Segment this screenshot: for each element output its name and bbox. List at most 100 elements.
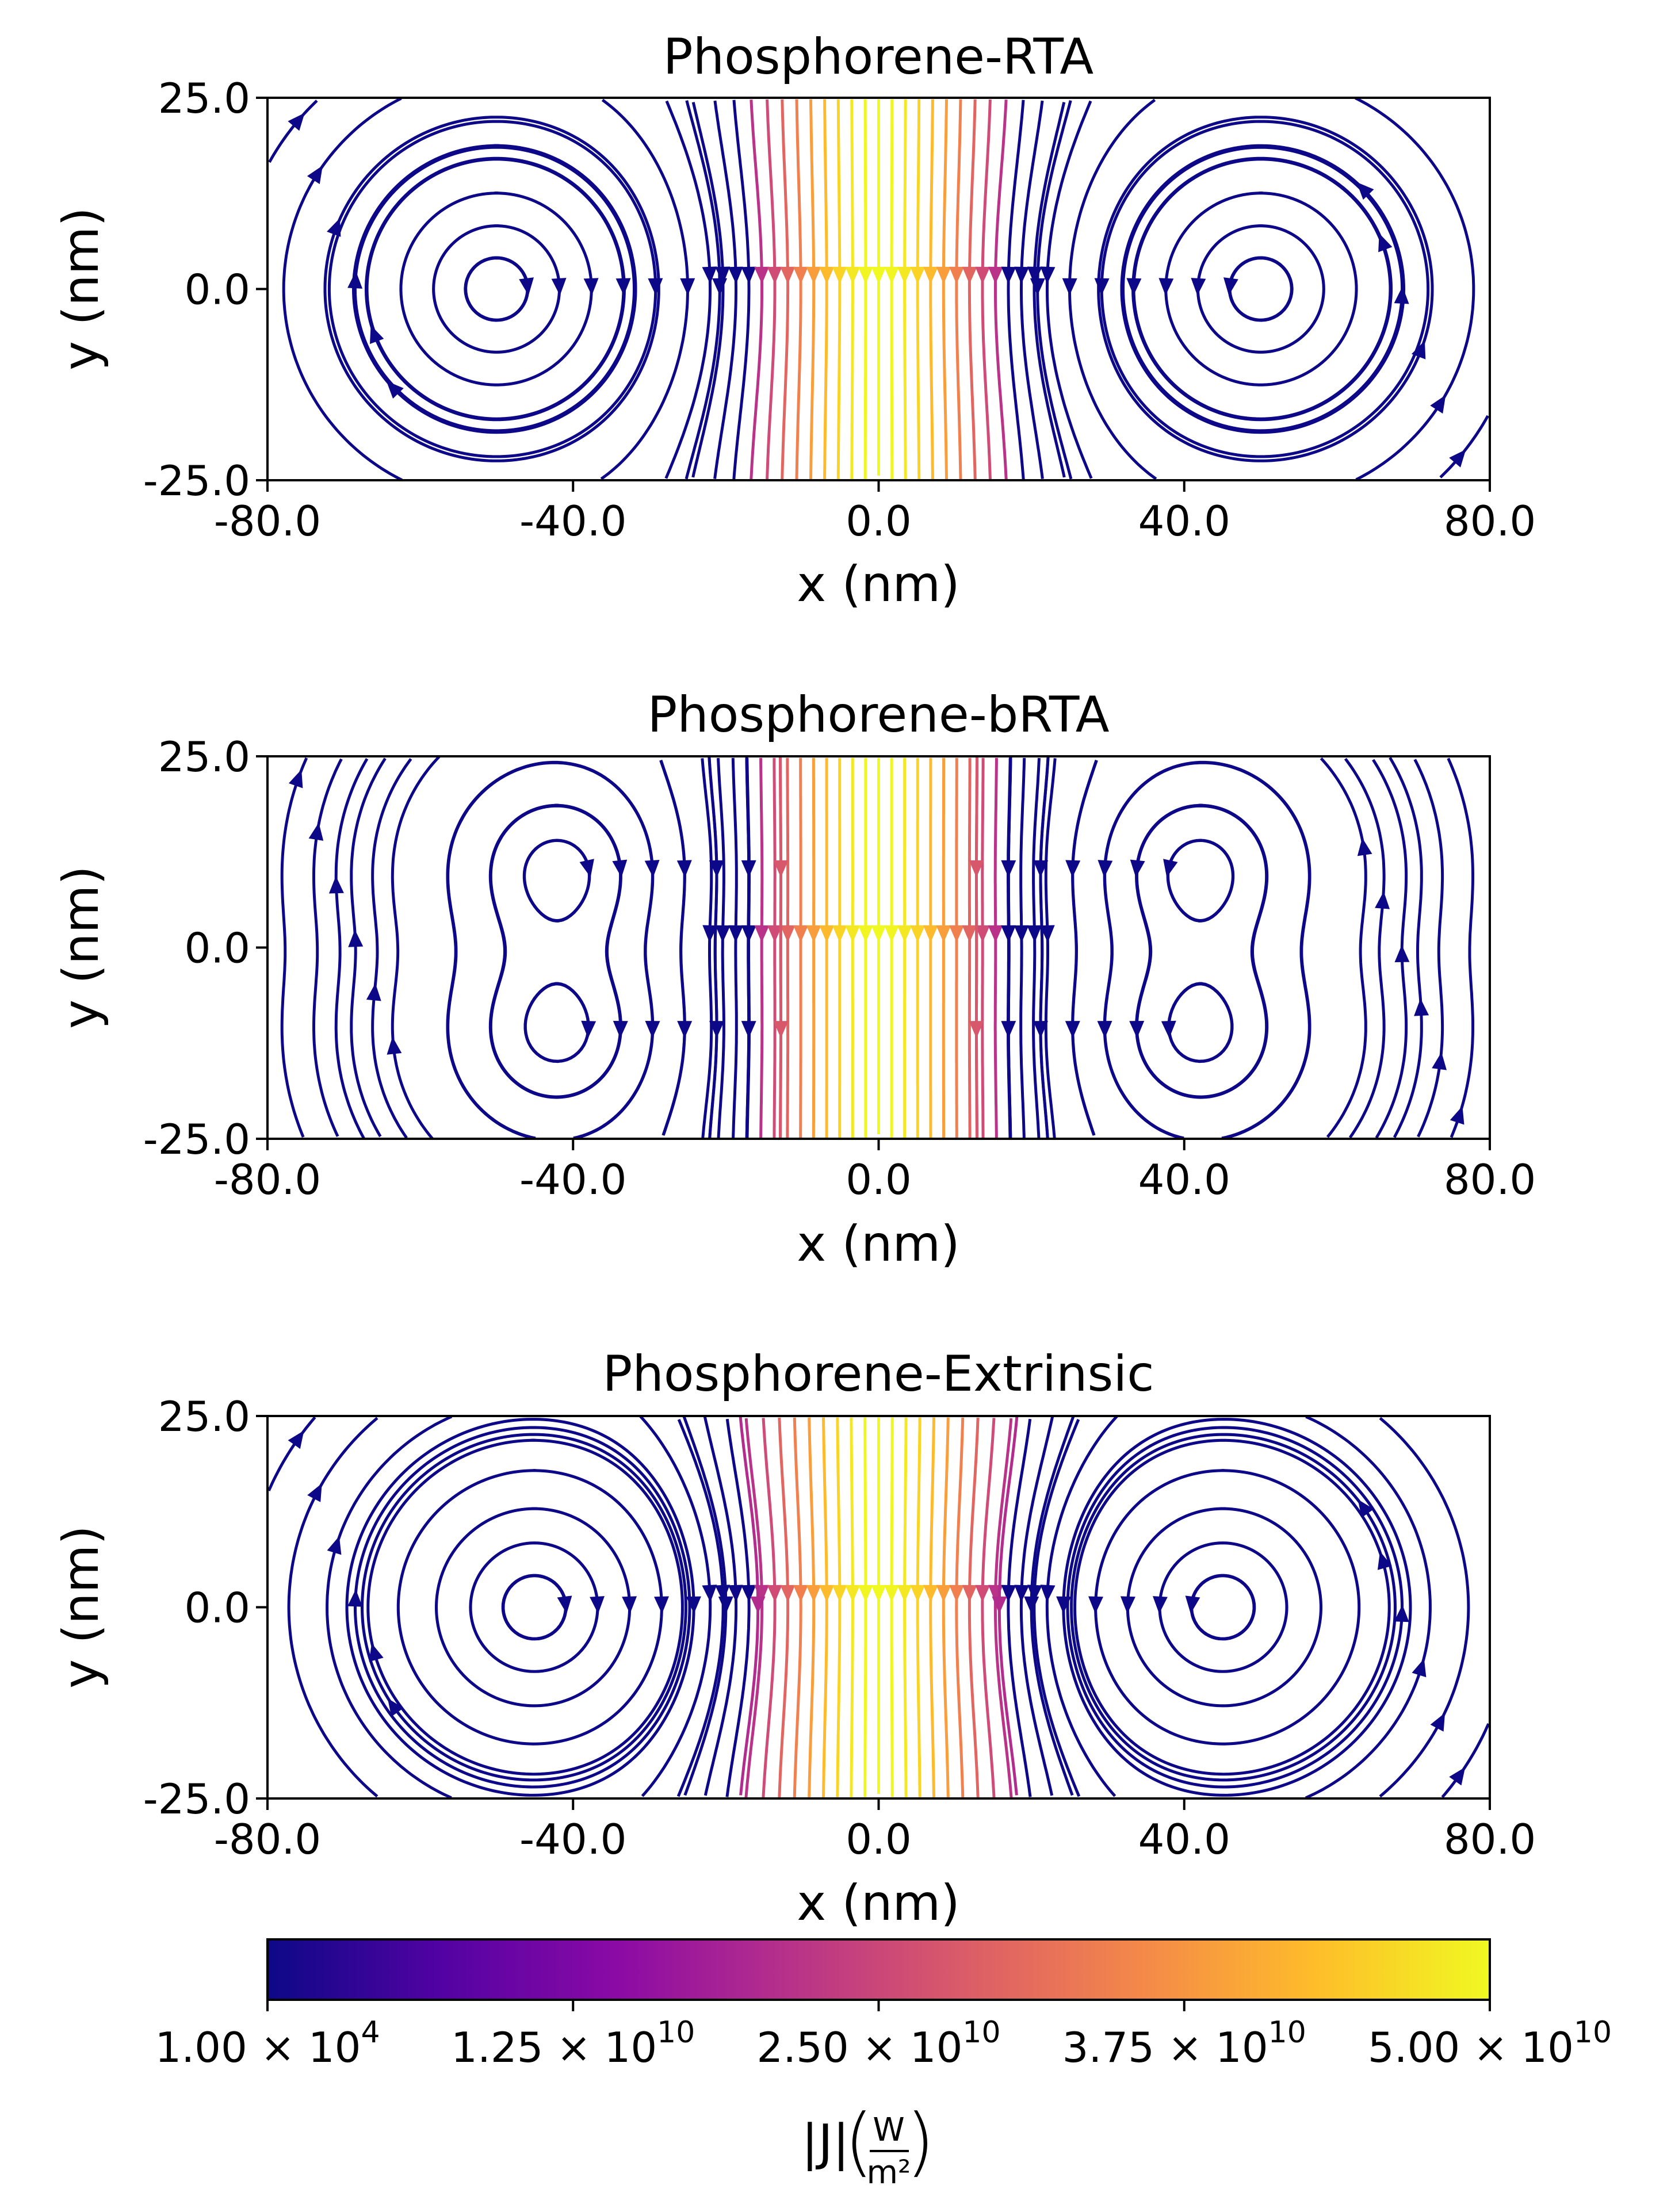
stream-arrow: [741, 1021, 756, 1039]
stream-arrow: [1394, 286, 1409, 304]
streamline: [1344, 757, 1386, 1139]
streamline: [446, 760, 655, 1139]
streamline: [464, 256, 530, 322]
stream-arrow: [819, 1585, 835, 1602]
stream-arrow: [858, 925, 873, 943]
streamline: [365, 158, 625, 420]
ticks-rta: -80.0 -40.0 0.0 40.0 80.0 25.0 0.0 -25.0: [143, 74, 1536, 545]
streamline: [659, 760, 686, 1136]
stream-arrow: [806, 1585, 821, 1602]
stream-arrow: [1014, 925, 1029, 943]
stream-arrow: [1414, 998, 1429, 1016]
stream-arrow: [677, 1021, 693, 1039]
stream-arrow: [845, 266, 861, 284]
streamline: [1007, 757, 1012, 1138]
streamline: [766, 99, 777, 480]
stream-arrow: [1185, 1595, 1200, 1614]
title-brta: Phosphorene-bRTA: [647, 686, 1109, 744]
stream-arrow: [975, 925, 991, 943]
stream-arrow: [288, 113, 305, 131]
xtick-label: -40.0: [519, 497, 626, 545]
colorbar-tick-label: 1.00 × 104: [155, 2015, 380, 2072]
xlabel-rta: x (nm): [797, 556, 960, 613]
streamline: [600, 98, 689, 480]
streamline: [1045, 1416, 1118, 1797]
streamline: [1441, 1723, 1490, 1798]
streamline: [1033, 1419, 1081, 1797]
streamline: [391, 756, 441, 1139]
stream-arrow: [1027, 925, 1042, 943]
streamline: [399, 192, 593, 386]
subplot-brta: Phosphorene-bRTA -80.0 -40.0 0.0 40.0 80.0 25…: [52, 686, 1536, 1273]
streamline: [981, 99, 992, 480]
streamline: [795, 99, 802, 480]
stream-arrow: [1377, 1551, 1392, 1570]
streamline: [371, 758, 412, 1139]
streamline: [745, 757, 751, 1138]
title-rta: Phosphorene-RTA: [663, 28, 1094, 86]
streamline: [334, 758, 369, 1139]
stream-arrow: [1120, 1596, 1135, 1614]
streamline: [1007, 1418, 1032, 1797]
colorbar-label-den: m²: [867, 2154, 911, 2191]
streamline: [981, 1418, 996, 1798]
streamline: [1196, 224, 1325, 354]
stream-arrow: [1040, 266, 1056, 284]
stream-arrow: [1014, 1585, 1030, 1602]
ytick-label: 25.0: [158, 733, 250, 781]
stream-arrow: [1097, 1021, 1112, 1039]
streamline: [1100, 120, 1430, 458]
stream-arrow: [780, 266, 796, 284]
stream-arrow: [793, 925, 808, 943]
stream-arrow: [1430, 1713, 1446, 1732]
streamline: [1126, 1507, 1323, 1708]
stream-arrow: [884, 1585, 900, 1602]
stream-arrow: [728, 925, 744, 943]
streamline: [731, 757, 738, 1139]
stream-arrow: [307, 1483, 322, 1502]
streamline: [1447, 757, 1474, 1138]
stream-arrow: [949, 1585, 965, 1602]
stream-arrow: [923, 1585, 938, 1602]
stream-arrow: [519, 277, 534, 296]
stream-arrow: [1412, 1658, 1427, 1678]
streamline: [836, 1417, 842, 1798]
stream-arrow: [1014, 266, 1030, 284]
streamline: [1167, 982, 1234, 1063]
streamline: [1044, 758, 1057, 1139]
stream-arrow: [1065, 1021, 1080, 1039]
streamline: [685, 100, 721, 480]
streamline: [1073, 1438, 1391, 1776]
streamline: [360, 1433, 687, 1782]
streamline: [708, 757, 718, 1138]
stream-arrow: [581, 1020, 596, 1039]
colorbar-label-main: |J|: [801, 2114, 849, 2172]
stream-arrow: [750, 1596, 766, 1614]
stream-arrow: [884, 266, 900, 284]
streamline: [1033, 102, 1066, 478]
stream-arrow: [969, 1021, 984, 1039]
stream-arrow: [793, 1585, 808, 1602]
xtick-label: 40.0: [1138, 1815, 1230, 1863]
xtick-label: 40.0: [1138, 497, 1230, 545]
stream-arrow: [366, 983, 381, 1001]
streamline: [432, 224, 561, 354]
stream-arrow: [1001, 1585, 1016, 1602]
xlabel-extrinsic: x (nm): [797, 1874, 960, 1932]
streamline: [1070, 1433, 1397, 1782]
stream-arrow: [622, 1596, 637, 1614]
stream-arrow: [923, 925, 938, 943]
stream-arrow: [1432, 1052, 1447, 1070]
stream-arrow: [370, 325, 384, 345]
stream-arrow: [871, 266, 886, 284]
colorbar-ticks: 1.00 × 104 1.25 × 1010 2.50 × 1010 3.75 × 1…: [155, 2000, 1612, 2072]
stream-arrow: [712, 278, 728, 296]
stream-arrow: [767, 266, 782, 284]
streamline: [489, 804, 622, 1099]
colorbar-label: |J| ( W m² ): [801, 2098, 935, 2191]
colorbar-paren-left: (: [844, 2098, 874, 2185]
stream-arrow: [897, 266, 912, 284]
ylabel-rta: y (nm): [52, 207, 110, 370]
stream-arrow: [988, 266, 1003, 284]
